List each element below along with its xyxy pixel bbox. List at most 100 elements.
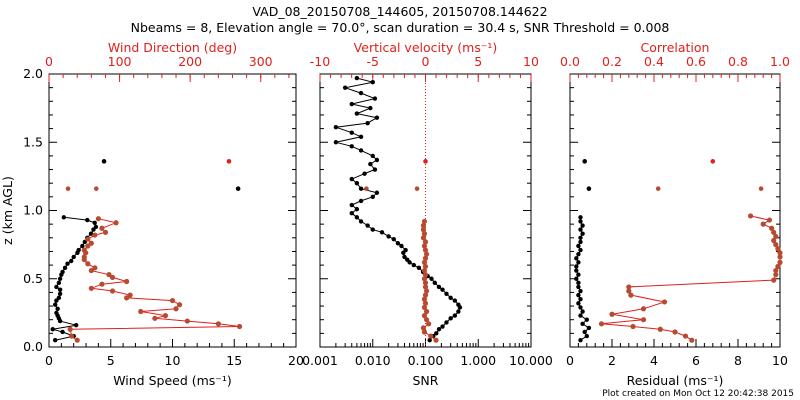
top-axis-label: Correlation bbox=[641, 40, 710, 55]
data-point bbox=[76, 247, 81, 253]
data-point bbox=[420, 222, 426, 229]
data-point bbox=[773, 267, 779, 274]
data-point bbox=[85, 243, 91, 249]
data-point bbox=[429, 276, 434, 281]
data-point bbox=[773, 233, 779, 240]
data-point bbox=[152, 315, 158, 321]
data-point bbox=[113, 220, 119, 226]
data-point bbox=[358, 219, 364, 224]
data-point bbox=[184, 318, 190, 324]
data-point bbox=[628, 292, 634, 298]
data-point bbox=[422, 263, 429, 270]
data-point bbox=[60, 329, 65, 335]
data-point bbox=[578, 227, 583, 232]
data-point bbox=[162, 313, 169, 319]
isolated-point bbox=[364, 186, 369, 191]
data-point bbox=[421, 329, 428, 335]
isolated-point bbox=[758, 186, 764, 191]
data-point bbox=[88, 231, 94, 236]
data-point bbox=[576, 284, 581, 290]
data-point bbox=[85, 217, 90, 223]
top-tick-label: 0.4 bbox=[644, 54, 664, 69]
data-point bbox=[85, 261, 91, 267]
panel-3: 0 2 4 6 8 10 0.0 0.2 0.4 0.6 0.8 1.0 Residual (ms⁻¹)… bbox=[560, 40, 790, 388]
data-point bbox=[574, 268, 579, 273]
data-point bbox=[57, 291, 63, 296]
top-axis-label: Vertical velocity (ms⁻¹) bbox=[354, 40, 498, 55]
data-point bbox=[386, 234, 391, 239]
data-point bbox=[760, 221, 766, 227]
data-point bbox=[370, 153, 375, 159]
y-tick-label: 0.0 bbox=[23, 339, 43, 354]
data-point bbox=[106, 272, 112, 278]
data-point bbox=[354, 206, 360, 212]
data-point bbox=[578, 215, 583, 220]
data-point bbox=[92, 232, 98, 238]
data-point bbox=[578, 219, 583, 224]
data-point bbox=[444, 320, 449, 325]
data-point bbox=[358, 148, 364, 153]
data-point bbox=[576, 251, 581, 257]
data-point bbox=[169, 297, 176, 304]
isolated-point bbox=[710, 159, 716, 164]
x-tick-label: 5 bbox=[107, 353, 115, 368]
data-point bbox=[769, 225, 775, 231]
x-axis-label: SNR bbox=[413, 373, 439, 388]
x-tick-label: 10 bbox=[165, 353, 181, 368]
data-point bbox=[423, 308, 430, 315]
data-point bbox=[422, 247, 429, 253]
data-point bbox=[102, 229, 109, 235]
data-point bbox=[777, 254, 783, 260]
data-point bbox=[358, 186, 364, 191]
data-point bbox=[349, 101, 354, 107]
y-tick-label: 2.0 bbox=[23, 66, 43, 81]
data-point bbox=[88, 240, 94, 246]
isolated-point bbox=[423, 159, 428, 164]
data-point bbox=[422, 272, 429, 278]
x-tick-label: 20 bbox=[288, 353, 304, 368]
data-point bbox=[584, 317, 589, 322]
data-point bbox=[661, 299, 668, 305]
data-point bbox=[399, 243, 404, 249]
data-point bbox=[95, 216, 101, 222]
data-point bbox=[109, 288, 116, 294]
data-point bbox=[349, 144, 354, 149]
data-point bbox=[574, 256, 579, 261]
data-point bbox=[420, 235, 426, 241]
data-point bbox=[109, 274, 116, 280]
data-point bbox=[333, 140, 339, 145]
data-point bbox=[433, 337, 439, 343]
isolated-point bbox=[655, 186, 661, 191]
data-point bbox=[578, 305, 583, 310]
y-tick-label: 1.5 bbox=[23, 134, 43, 149]
top-tick-label: 10 bbox=[523, 54, 539, 69]
data-point bbox=[358, 134, 364, 139]
data-point bbox=[365, 223, 370, 228]
data-point bbox=[582, 329, 587, 335]
top-tick-label: 1.0 bbox=[770, 54, 790, 69]
data-point bbox=[65, 261, 70, 266]
data-point bbox=[682, 333, 689, 339]
data-point bbox=[574, 276, 579, 281]
data-point bbox=[444, 291, 449, 296]
data-point bbox=[365, 120, 370, 126]
top-tick-label: -5 bbox=[367, 54, 379, 69]
data-point bbox=[609, 311, 615, 317]
x-tick-label: 0 bbox=[566, 353, 574, 368]
isolated-point bbox=[101, 159, 107, 164]
data-point bbox=[372, 167, 378, 172]
data-point bbox=[74, 337, 80, 343]
panel-2: 0.001 0.010 0.100 1.000 10.000 -10 -5 0 5 10 SNR Ve… bbox=[302, 40, 553, 388]
data-point bbox=[578, 235, 583, 240]
top-axis-label: Wind Direction (deg) bbox=[108, 40, 237, 55]
data-point bbox=[426, 321, 432, 327]
data-point bbox=[60, 269, 65, 275]
data-point bbox=[422, 239, 429, 245]
x-tick-label: 10 bbox=[772, 353, 788, 368]
series-line bbox=[601, 215, 781, 341]
plot-frame bbox=[569, 73, 781, 348]
data-point bbox=[61, 215, 67, 220]
data-point bbox=[421, 267, 428, 274]
y-axis-label: z (km AGL) bbox=[0, 176, 15, 245]
data-point bbox=[374, 115, 380, 120]
